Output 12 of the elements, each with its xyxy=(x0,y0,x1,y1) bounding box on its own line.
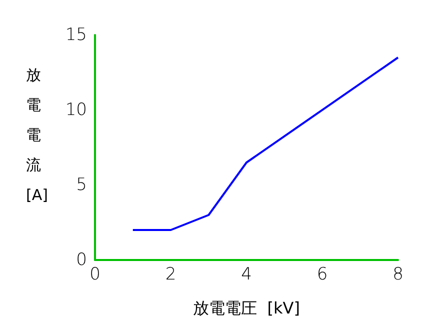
x-tick-label: 2 xyxy=(165,264,176,284)
y-axis-title: 放電電流 [A] xyxy=(26,66,48,204)
y-tick-label: 5 xyxy=(76,175,87,195)
x-tick-label: 8 xyxy=(392,264,404,284)
y-tick-label: 10 xyxy=(65,100,87,120)
x-axis-title: 放電電圧 [kV] xyxy=(193,298,300,318)
y-tick-label: 0 xyxy=(76,250,87,270)
line-series xyxy=(132,56,399,231)
x-tick-label: 6 xyxy=(316,264,328,284)
y-tick-label: 15 xyxy=(65,25,87,45)
x-tick-label: 0 xyxy=(90,264,100,284)
x-tick-label: 4 xyxy=(241,264,252,284)
